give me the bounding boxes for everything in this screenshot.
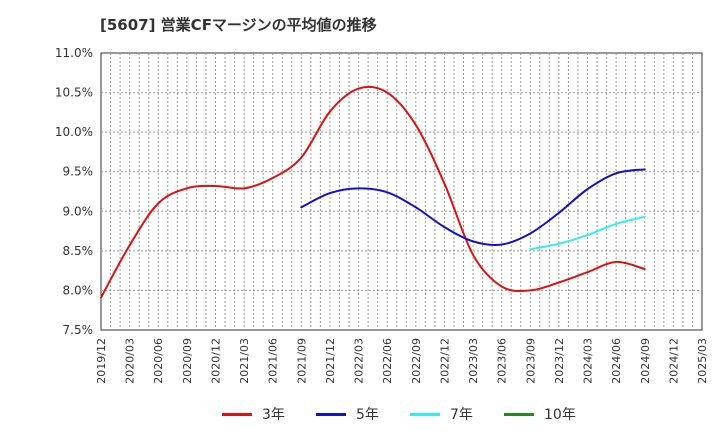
legend-label-7y: 7年 [450,407,473,423]
y-tick-label: 7.5% [63,323,94,337]
legend-swatch-3y [222,412,252,416]
data-point-1-0 [300,206,303,209]
axis-layer: 7.5% 8.0% 8.5% 9.0% 9.5% 10.0% 10.5% 11.0% 2019/… [55,46,709,384]
data-point-0-9 [357,87,360,90]
legend-item-7y: 7年 [410,400,473,428]
x-tick-label: 2024/12 [667,338,680,384]
x-tick-label: 2021/09 [295,338,308,384]
plot-area [100,52,703,331]
chart-legend: 3年 5年 7年 10年 [0,400,720,428]
legend-swatch-10y [504,412,534,416]
x-tick-label: 2021/12 [324,338,337,384]
x-tick-label: 2024/06 [610,338,623,384]
data-point-0-12 [443,182,446,185]
data-point-1-12 [643,168,646,171]
data-point-0-17 [586,271,589,274]
x-tick-label: 2025/03 [696,338,709,384]
y-tick-label: 10.5% [55,86,93,100]
x-tick-label: 2023/03 [467,338,480,384]
data-point-0-16 [558,281,560,284]
x-tick-label: 2023/12 [553,338,566,384]
data-point-0-19 [643,268,646,270]
y-tick-label: 11.0% [55,46,93,60]
y-tick-label: 9.0% [63,204,94,218]
legend-label-5y: 5年 [356,407,379,423]
legend-label-3y: 3年 [262,407,285,423]
x-tick-label: 2022/03 [353,338,366,384]
data-point-1-9 [558,212,560,214]
legend-label-10y: 10年 [544,407,576,423]
data-point-1-5 [443,226,446,228]
data-point-0-1 [128,244,131,247]
legend-swatch-7y [410,412,440,416]
y-tick-label: 10.0% [55,125,93,139]
x-tick-label: 2020/03 [124,338,137,384]
legend-item-3y: 3年 [222,400,285,428]
series-layer [100,85,646,299]
data-point-0-13 [472,254,474,256]
data-point-0-3 [186,187,188,190]
data-point-1-7 [500,243,503,246]
data-point-2-2 [586,234,589,236]
x-tick-label: 2023/06 [496,338,509,384]
data-point-0-11 [415,124,417,126]
x-tick-label: 2021/06 [267,338,280,384]
data-point-1-6 [472,240,474,243]
data-point-1-1 [329,192,331,194]
x-tick-label: 2020/09 [181,338,194,384]
y-tick-label: 8.0% [63,283,94,297]
data-point-1-3 [386,191,388,194]
data-point-1-4 [415,206,417,209]
data-point-1-8 [529,232,532,235]
legend-item-5y: 5年 [316,400,379,428]
data-point-0-7 [300,156,303,159]
y-tick-label: 8.5% [63,244,94,258]
data-point-0-2 [157,202,160,205]
data-point-0-18 [615,261,617,263]
data-point-0-15 [529,289,532,292]
series-line-0 [100,85,646,299]
x-tick-label: 2024/03 [582,338,595,384]
data-point-0-14 [500,285,503,288]
data-point-0-6 [271,177,274,179]
data-point-0-5 [243,187,245,190]
data-point-0-8 [329,110,331,113]
data-point-2-1 [558,242,560,245]
data-point-0-0 [100,296,102,299]
data-point-0-10 [386,91,388,94]
data-point-2-3 [615,223,617,225]
x-tick-label: 2019/12 [95,338,108,384]
x-tick-label: 2020/06 [152,338,165,384]
x-tick-label: 2024/09 [639,338,652,384]
y-tick-label: 9.5% [63,165,94,179]
grid-layer [100,52,703,331]
x-tick-label: 2021/03 [238,338,251,384]
data-point-2-4 [643,216,646,218]
legend-swatch-5y [316,412,346,416]
x-tick-label: 2022/06 [381,338,394,384]
data-point-2-0 [529,248,532,251]
legend-item-10y: 10年 [504,400,576,428]
x-tick-label: 2022/12 [438,338,451,384]
x-tick-label: 2020/12 [209,338,222,384]
chart-title: [5607] 営業CFマージンの平均値の推移 [100,16,377,34]
data-point-1-10 [586,188,589,190]
data-point-0-4 [214,185,217,187]
data-point-1-2 [357,187,360,190]
x-tick-label: 2022/09 [410,338,423,384]
x-tick-label: 2023/09 [524,338,537,384]
data-point-1-11 [615,172,617,175]
